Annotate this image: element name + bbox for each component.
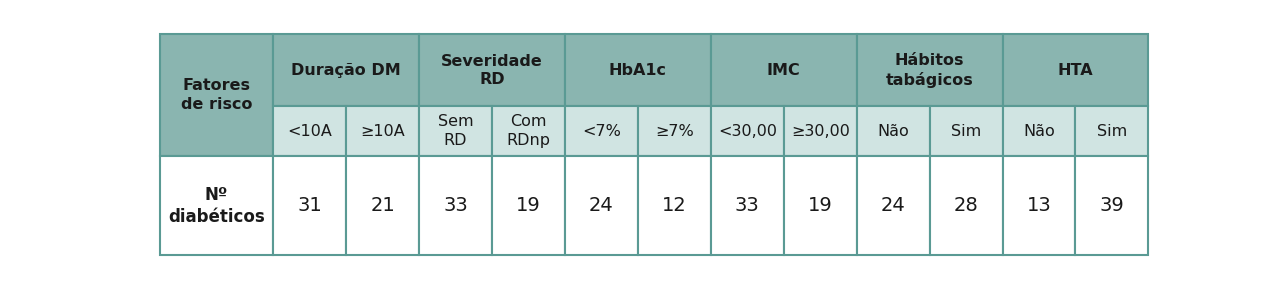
- Text: <30,00: <30,00: [718, 124, 777, 139]
- Bar: [346, 156, 419, 255]
- Bar: [1003, 34, 1148, 106]
- Text: 21: 21: [370, 196, 396, 215]
- Bar: [346, 106, 419, 156]
- Text: 12: 12: [662, 196, 686, 215]
- Bar: [930, 156, 1003, 255]
- Bar: [711, 34, 856, 106]
- Text: 24: 24: [590, 196, 614, 215]
- Bar: [1076, 156, 1148, 255]
- Bar: [419, 106, 493, 156]
- Text: 13: 13: [1027, 196, 1051, 215]
- Text: 19: 19: [516, 196, 541, 215]
- Bar: [930, 106, 1003, 156]
- Text: 19: 19: [808, 196, 832, 215]
- Bar: [711, 106, 783, 156]
- Text: 31: 31: [297, 196, 322, 215]
- Bar: [638, 156, 711, 255]
- Text: ≥7%: ≥7%: [655, 124, 694, 139]
- Text: Fatores
de risco: Fatores de risco: [181, 78, 253, 112]
- Bar: [565, 106, 638, 156]
- Text: Duração DM: Duração DM: [291, 63, 401, 78]
- Bar: [856, 156, 930, 255]
- Text: HbA1c: HbA1c: [609, 63, 667, 78]
- Bar: [856, 34, 1003, 106]
- Bar: [711, 156, 783, 255]
- Bar: [565, 156, 638, 255]
- Bar: [273, 106, 346, 156]
- Bar: [1003, 156, 1076, 255]
- Text: ≥30,00: ≥30,00: [791, 124, 850, 139]
- Text: Não: Não: [878, 124, 909, 139]
- Bar: [160, 156, 273, 255]
- Bar: [565, 34, 711, 106]
- Text: Com
RDnp: Com RDnp: [507, 114, 550, 148]
- Bar: [856, 106, 930, 156]
- Bar: [783, 156, 856, 255]
- Bar: [419, 156, 493, 255]
- Text: HTA: HTA: [1058, 63, 1094, 78]
- Text: Hábitos
tabágicos: Hábitos tabágicos: [886, 53, 974, 88]
- Bar: [273, 34, 419, 106]
- Bar: [1003, 106, 1076, 156]
- Text: <7%: <7%: [582, 124, 621, 139]
- Bar: [160, 34, 273, 156]
- Text: Sim: Sim: [1097, 124, 1127, 139]
- Bar: [783, 106, 856, 156]
- Text: Sim: Sim: [951, 124, 981, 139]
- Text: IMC: IMC: [767, 63, 800, 78]
- Text: 39: 39: [1100, 196, 1124, 215]
- Text: Não: Não: [1023, 124, 1055, 139]
- Bar: [1076, 106, 1148, 156]
- Text: ≥10A: ≥10A: [360, 124, 404, 139]
- Text: 24: 24: [880, 196, 906, 215]
- Text: <10A: <10A: [287, 124, 332, 139]
- Text: Sem
RD: Sem RD: [438, 114, 473, 148]
- Text: 28: 28: [953, 196, 979, 215]
- Bar: [493, 106, 565, 156]
- Text: 33: 33: [735, 196, 759, 215]
- Bar: [638, 106, 711, 156]
- Text: Nº
diabéticos: Nº diabéticos: [168, 186, 264, 226]
- Text: Severidade
RD: Severidade RD: [441, 54, 542, 87]
- Text: 33: 33: [443, 196, 468, 215]
- Bar: [273, 156, 346, 255]
- Bar: [493, 156, 565, 255]
- Bar: [419, 34, 565, 106]
